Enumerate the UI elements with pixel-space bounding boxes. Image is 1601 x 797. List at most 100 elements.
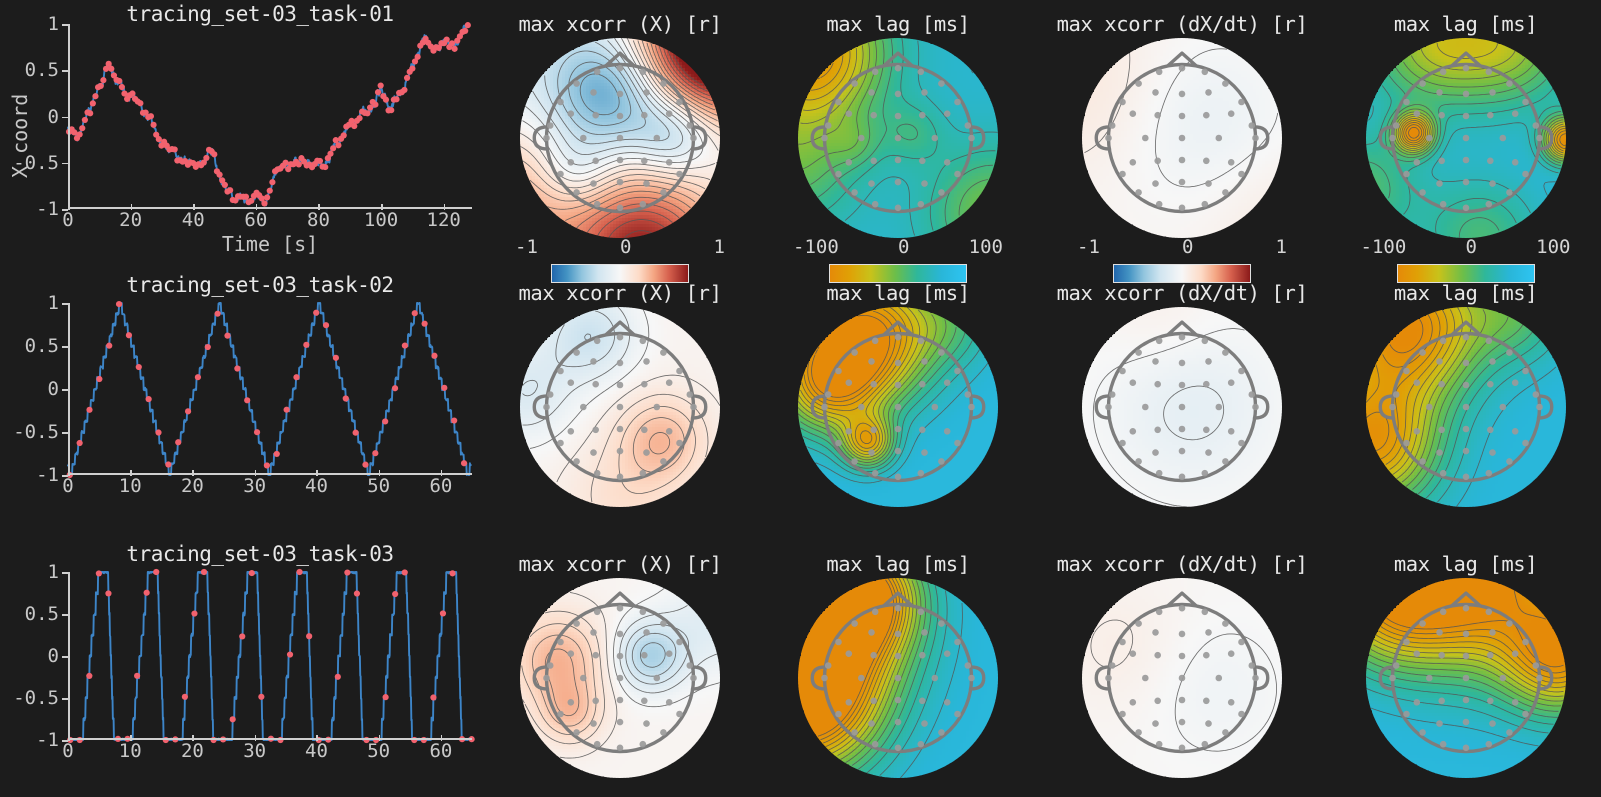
y-tick-label: 0.5: [25, 603, 68, 625]
x-tick-label: 50: [367, 740, 390, 762]
y-tick: [62, 70, 68, 72]
y-tick: [62, 389, 68, 391]
timeseries-xlabel-task-01: Time [s]: [68, 232, 472, 256]
x-tick: [316, 735, 318, 741]
x-tick-label: 20: [181, 475, 204, 497]
x-tick: [130, 204, 133, 210]
head-map-r2c3: [798, 307, 998, 507]
y-tick: [62, 614, 68, 616]
x-axis-line: [68, 738, 472, 740]
y-tick-label: 1: [48, 561, 68, 583]
x-tick-label: 30: [243, 475, 266, 497]
x-tick: [130, 470, 132, 476]
y-tick: [62, 116, 68, 118]
x-tick: [255, 204, 258, 210]
x-tick: [443, 204, 446, 210]
x-tick: [68, 470, 70, 476]
colorbar-tick-max: 1: [1276, 236, 1287, 258]
y-tick-label: 0: [48, 106, 68, 128]
topoplot-title-r2c4: max xcorr (dX/dt) [r]: [1057, 281, 1308, 305]
x-tick: [440, 470, 443, 476]
topoplot-r2c4: max xcorr (dX/dt) [r]: [1036, 265, 1328, 530]
x-tick: [68, 204, 70, 210]
y-tick-label: 0: [48, 645, 68, 667]
head-map-r2c2: [520, 307, 720, 507]
colorbar-tick-max: 100: [969, 236, 1003, 258]
topoplot-r2c3: max lag [ms]: [762, 265, 1034, 530]
x-tick-label: 120: [427, 209, 461, 231]
colorbar-tick-min: -1: [1077, 236, 1100, 258]
x-tick: [193, 204, 195, 210]
x-tick-label: 60: [429, 475, 452, 497]
x-tick: [378, 735, 381, 741]
y-tick: [62, 24, 68, 26]
y-tick-label: 1: [48, 292, 68, 314]
topoplot-r3c5: max lag [ms]: [1330, 530, 1601, 795]
x-tick-label: 40: [305, 740, 328, 762]
y-tick-label: -1: [36, 198, 68, 220]
x-tick-label: 100: [364, 209, 398, 231]
y-tick: [62, 656, 68, 658]
head-map-r3c2: [520, 578, 720, 778]
x-tick-label: 40: [182, 209, 205, 231]
x-tick-label: 20: [119, 209, 142, 231]
y-tick-label: 0.5: [25, 335, 68, 357]
timeseries-panel-task-03: tracing_set-03_task-03 1 0.5 0 -0.5 -1: [0, 530, 480, 795]
topoplot-r1c4: max xcorr (dX/dt) [r] -1 0 1: [1036, 0, 1328, 283]
x-tick: [440, 735, 443, 741]
y-tick-label: -0.5: [13, 687, 68, 709]
y-tick: [62, 432, 68, 434]
topoplot-r1c5: max lag [ms] -100 0 100: [1330, 0, 1601, 283]
colorbar-ticks-r1c5: -100 0 100: [1361, 236, 1571, 258]
y-tick: [62, 475, 68, 477]
figure-row-3: tracing_set-03_task-03 1 0.5 0 -0.5 -1: [0, 530, 1601, 795]
head-map-r3c3: [798, 578, 998, 778]
head-map-r1c4: [1082, 38, 1282, 238]
topoplot-r1c2: max xcorr (X) [r] -1 0 1: [480, 0, 760, 283]
x-tick: [378, 470, 381, 476]
topoplot-title-r3c3: max lag [ms]: [826, 552, 970, 576]
topoplot-r3c2: max xcorr (X) [r]: [480, 530, 760, 795]
head-map-r2c5: [1365, 307, 1566, 507]
x-tick: [254, 735, 257, 741]
colorbar-tick-mid: 0: [620, 236, 631, 258]
x-tick-label: 60: [244, 209, 267, 231]
head-map-r1c2: [520, 38, 720, 238]
colorbar-xcorr-r1c4: [1113, 264, 1251, 283]
y-tick-label: -0.5: [13, 421, 68, 443]
x-tick: [192, 735, 194, 741]
x-tick: [318, 204, 320, 210]
x-axis-line: [68, 473, 472, 475]
colorbar-tick-mid: 0: [1465, 236, 1476, 258]
topoplot-r1c3: max lag [ms] -100 0 100: [762, 0, 1034, 283]
colorbar-lag-r1c3: [829, 264, 967, 283]
x-tick-label: 0: [62, 475, 73, 497]
topoplot-title-r1c3: max lag [ms]: [826, 12, 970, 36]
x-tick: [316, 470, 318, 476]
x-tick-label: 20: [181, 740, 204, 762]
timeseries-plot-task-03: 1 0.5 0 -0.5 -1 0 10 20 30 40 50 60: [13, 561, 475, 762]
colorbar-ticks-r1c2: -1 0 1: [515, 236, 725, 258]
x-tick-label: 40: [305, 475, 328, 497]
colorbar-ticks-r1c4: -1 0 1: [1077, 236, 1287, 258]
colorbar-tick-mid: 0: [898, 236, 909, 258]
topoplot-title-r1c5: max lag [ms]: [1394, 12, 1538, 36]
topoplot-title-r3c5: max lag [ms]: [1394, 552, 1538, 576]
x-axis-line: [68, 207, 472, 209]
x-tick: [68, 735, 70, 741]
x-tick: [254, 470, 257, 476]
y-tick: [62, 303, 68, 305]
x-tick-label: 50: [367, 475, 390, 497]
topoplot-title-r3c2: max xcorr (X) [r]: [518, 552, 721, 576]
topoplot-r2c5: max lag [ms]: [1330, 265, 1601, 530]
timeseries-panel-task-02: tracing_set-03_task-02 1 0.5 0 -0.5 -1: [0, 265, 480, 530]
x-tick-label: 80: [307, 209, 330, 231]
timeseries-curve-task-02: [66, 301, 472, 479]
head-map-r3c4: [1082, 578, 1282, 778]
y-tick: [62, 572, 68, 574]
x-tick: [381, 204, 383, 210]
colorbar-tick-min: -1: [515, 236, 538, 258]
topoplot-title-r1c2: max xcorr (X) [r]: [518, 12, 721, 36]
topoplot-title-r1c4: max xcorr (dX/dt) [r]: [1057, 12, 1308, 36]
